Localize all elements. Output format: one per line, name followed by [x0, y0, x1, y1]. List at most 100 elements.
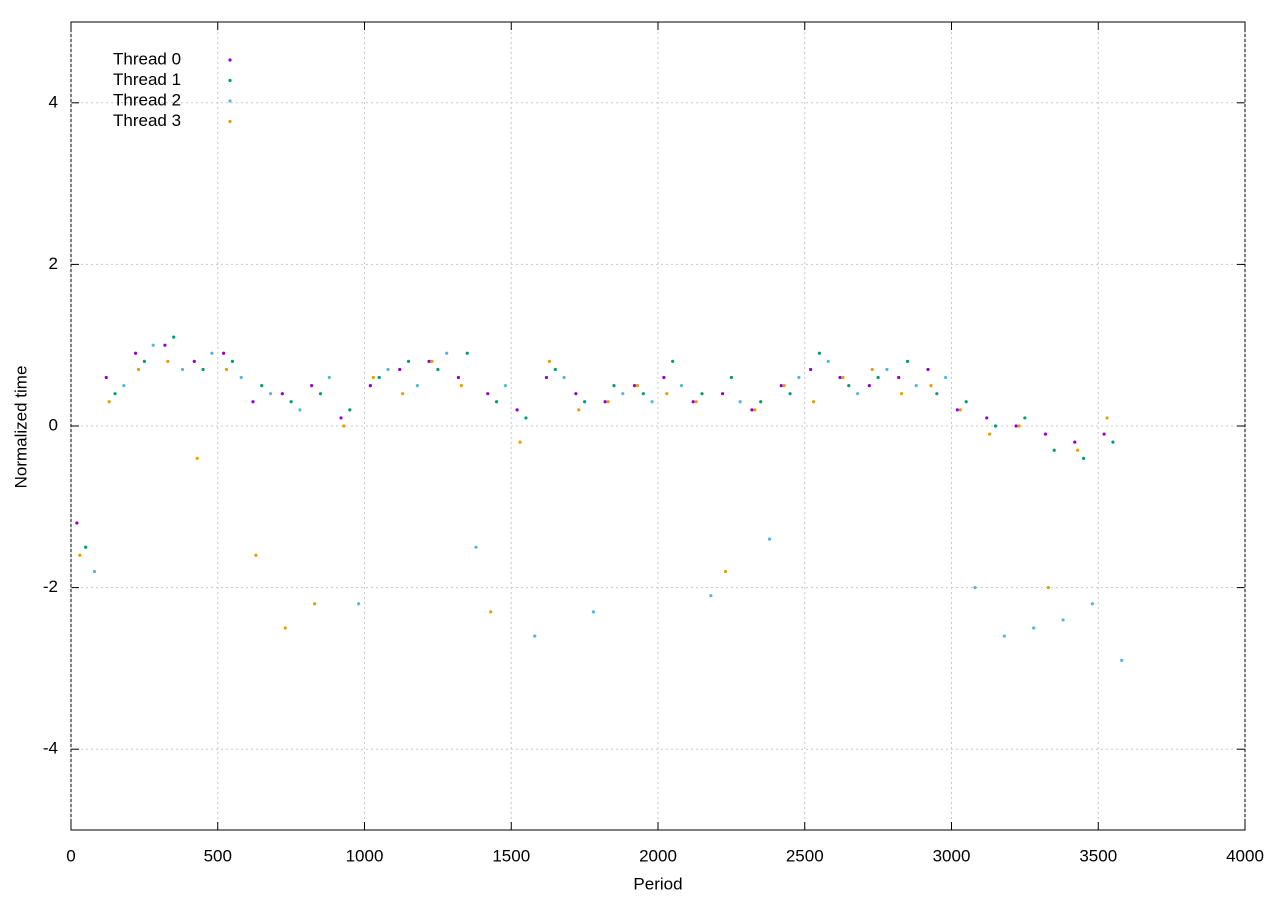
scatter-point [75, 521, 79, 525]
scatter-point [905, 359, 910, 363]
scatter-point [723, 569, 728, 574]
scatter-point [729, 375, 733, 380]
scatter-point [268, 392, 273, 396]
scatter-point [84, 545, 88, 549]
scatter-point [136, 367, 141, 372]
scatter-point [489, 610, 493, 614]
scatter-point [788, 392, 792, 396]
scatter-point [767, 537, 772, 541]
scatter-point [436, 367, 440, 372]
scatter-point [1102, 432, 1106, 436]
scatter-point [222, 351, 226, 355]
scatter-point [709, 594, 713, 598]
scatter-point [339, 416, 343, 420]
scatter-point [577, 408, 581, 412]
scatter-point [1043, 432, 1048, 436]
scatter-point [612, 384, 616, 388]
scatter-point [445, 351, 449, 355]
scatter-point [524, 416, 528, 420]
scatter-point [926, 367, 930, 372]
scatter-point [1081, 456, 1086, 460]
scatter-point [973, 586, 977, 590]
scatter-point [459, 384, 463, 388]
scatter-point [342, 424, 346, 428]
scatter-point [318, 392, 323, 396]
scatter-point [1023, 416, 1027, 420]
scatter-point [260, 384, 264, 388]
scatter-point [201, 367, 205, 372]
scatter-point [133, 351, 138, 355]
scatter-point [574, 392, 578, 396]
scatter-point [782, 384, 786, 388]
scatter-point [224, 367, 229, 372]
scatter-point [935, 392, 939, 396]
scatter-point [621, 392, 625, 396]
scatter-point [544, 375, 549, 380]
scatter-point [348, 408, 352, 412]
scatter-point [838, 375, 842, 380]
scatter-point [964, 400, 968, 404]
x-tick-label: 0 [66, 846, 75, 865]
scatter-point [486, 392, 490, 396]
scatter-point [1090, 602, 1094, 606]
scatter-point [847, 384, 851, 388]
scatter-point [515, 408, 519, 412]
scatter-point [720, 392, 725, 396]
scatter-point [817, 351, 822, 355]
scatter-point [641, 392, 645, 396]
x-tick-label: 3500 [1079, 846, 1117, 865]
legend-label: Thread 3 [113, 111, 181, 130]
scatter-point [122, 384, 126, 388]
scatter-point [239, 375, 243, 380]
y-tick-label: 4 [49, 92, 58, 111]
scatter-point [1052, 448, 1056, 452]
scatter-point [415, 384, 419, 388]
x-tick-label: 2500 [786, 846, 824, 865]
scatter-point [900, 392, 904, 396]
scatter-point [430, 359, 434, 363]
scatter-point [562, 375, 566, 380]
scatter-point [1111, 440, 1115, 444]
scatter-point [591, 610, 596, 614]
scatter-point [826, 359, 830, 363]
scatter-point [377, 375, 381, 380]
scatter-point [283, 626, 287, 630]
scatter-point [1120, 658, 1124, 662]
legend-marker [228, 78, 232, 83]
y-tick-label: 0 [49, 415, 58, 434]
scatter-point [870, 367, 874, 372]
scatter-point [113, 392, 117, 396]
scatter-point [474, 545, 478, 549]
scatter-point [811, 400, 816, 404]
scatter-point [867, 384, 871, 388]
scatter-point [230, 359, 235, 363]
scatter-point [1032, 626, 1036, 630]
scatter-point [985, 416, 989, 420]
scatter-point [1017, 424, 1021, 428]
scatter-point [993, 424, 998, 428]
scatter-point [386, 367, 390, 372]
y-axis-label: Normalized time [11, 366, 30, 489]
scatter-point [553, 367, 557, 372]
scatter-point [797, 375, 801, 380]
scatter-point [738, 400, 742, 404]
scatter-point [665, 392, 669, 396]
y-tick-label: -2 [43, 577, 58, 596]
scatter-point [750, 408, 754, 412]
x-tick-label: 500 [204, 846, 232, 865]
x-tick-label: 2000 [639, 846, 677, 865]
scatter-point [662, 375, 666, 380]
legend-marker [228, 99, 232, 103]
scatter-point [192, 359, 196, 363]
scatter-point [650, 400, 654, 404]
scatter-point [210, 351, 214, 355]
scatter-point [1046, 586, 1050, 590]
scatter-point [1073, 440, 1077, 444]
scatter-point [632, 384, 637, 388]
scatter-point [603, 400, 607, 404]
scatter-point [855, 392, 860, 396]
scatter-point [518, 440, 522, 444]
scatter-point [163, 343, 167, 347]
scatter-point [876, 375, 880, 380]
scatter-point [142, 359, 146, 363]
